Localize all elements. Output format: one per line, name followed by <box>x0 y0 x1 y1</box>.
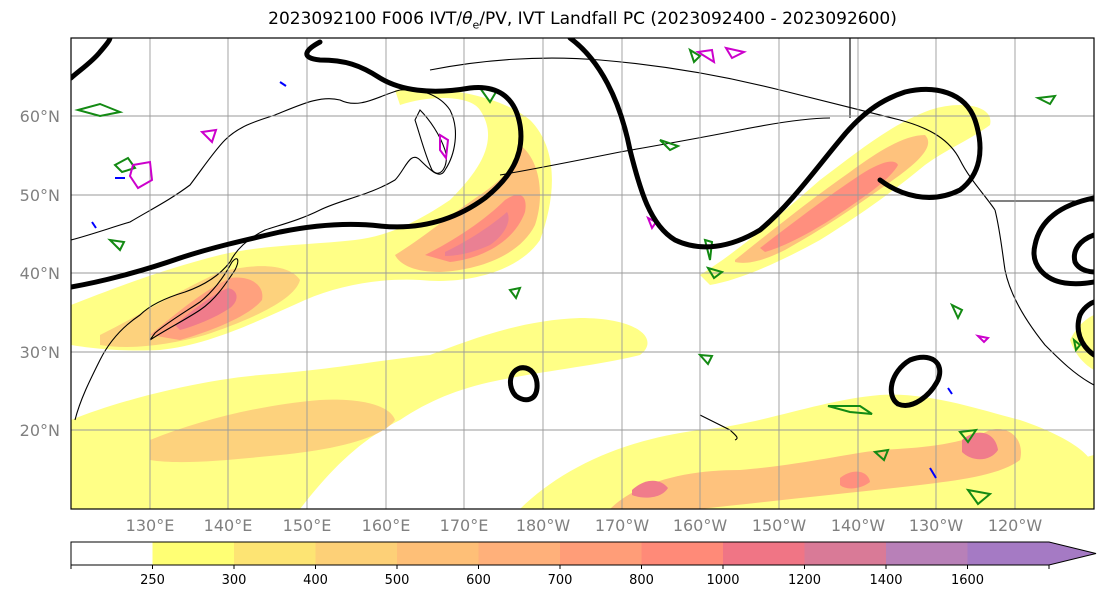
lon-label: 150°W <box>752 516 807 535</box>
pv-contour-loop1 <box>508 365 540 403</box>
lon-label: 150°E <box>283 516 332 535</box>
colorbar-segment <box>152 542 235 565</box>
lon-label: 130°E <box>126 516 175 535</box>
lon-label: 160°E <box>362 516 411 535</box>
lat-label: 30°N <box>20 343 60 362</box>
title-part-2: /PV, IVT Landfall PC (2023092400 - 20230… <box>479 9 897 29</box>
coast-kamchatka <box>414 109 447 174</box>
pv-contour-mid <box>567 38 983 250</box>
colorbar-tick-label: 1200 <box>788 573 821 588</box>
colorbar-segment <box>967 542 1050 565</box>
colorbar-tick-label: 300 <box>222 573 247 588</box>
colorbar: 250 300 400 500 600 700 800 1000 1200 1400 1600 <box>70 541 1097 588</box>
title-part-1: 2023092100 F006 IVT/ <box>268 9 463 29</box>
title-theta-sub: e <box>472 18 480 32</box>
landfall-pc-contours <box>128 46 991 344</box>
colorbar-segment <box>723 542 805 565</box>
pv-contour-east <box>1031 195 1094 287</box>
colorbar-segment <box>315 542 398 565</box>
ivt-band-800-trop-c <box>840 471 870 489</box>
theta-e-negative-contours <box>91 81 953 479</box>
colorbar-tick-label: 800 <box>629 573 654 588</box>
colorbar-tick-label: 700 <box>548 573 573 588</box>
colorbar-tick-label: 400 <box>303 573 328 588</box>
lat-label: 50°N <box>20 186 60 205</box>
lat-label: 20°N <box>20 421 60 440</box>
lat-labels: 60°N 50°N 40°N 30°N 20°N <box>20 107 60 440</box>
colorbar-tick-label: 500 <box>385 573 410 588</box>
pv-contour-west <box>71 38 113 81</box>
title-theta: θ <box>462 9 473 29</box>
ivt-band-400-sub <box>150 399 395 463</box>
lon-label: 130°W <box>909 516 964 535</box>
coast-japan <box>149 258 239 341</box>
colorbar-segment <box>234 542 316 565</box>
colorbar-tick-label: 250 <box>140 573 165 588</box>
lon-label: 170°W <box>595 516 650 535</box>
pv-contour-ca <box>1075 299 1094 358</box>
colorbar-tick-label: 600 <box>466 573 491 588</box>
pv-contours <box>71 38 1094 408</box>
lon-labels: 130°E 140°E 150°E 160°E 170°E 180°W 170°… <box>126 516 1043 535</box>
colorbar-segment <box>397 542 479 565</box>
ivt-band-500-trop <box>610 429 1021 509</box>
coast-alaska <box>429 57 996 211</box>
colorbar-segment <box>71 542 153 565</box>
colorbar-outline <box>70 541 1097 566</box>
colorbar-tick-label: 1600 <box>951 573 984 588</box>
lat-label: 60°N <box>20 107 60 126</box>
ivt-band-1000 <box>175 288 237 330</box>
map-frame <box>70 37 1095 510</box>
lon-label: 170°E <box>440 516 489 535</box>
colorbar-tick-label: 1000 <box>706 573 739 588</box>
colorbar-extend-arrow <box>1049 542 1096 565</box>
colorbar-tick-label: 1400 <box>869 573 902 588</box>
pv-contour-main <box>71 39 524 290</box>
ivt-band-250-east <box>1040 455 1094 509</box>
lon-label: 180°W <box>516 516 571 535</box>
ivt-band-800-central <box>425 194 526 262</box>
ivt-band-800-ne <box>760 161 898 252</box>
colorbar-segment <box>886 542 968 565</box>
ivt-band-250 <box>71 88 552 351</box>
colorbar-segment <box>478 542 561 565</box>
lon-label: 140°W <box>831 516 886 535</box>
ivt-band-800-trop-a <box>632 480 668 498</box>
colorbar-segment <box>560 542 642 565</box>
pv-contour-east2 <box>1071 232 1094 275</box>
lat-label: 40°N <box>20 264 60 283</box>
lon-label: 160°W <box>673 516 728 535</box>
coast-namerica <box>994 209 1094 386</box>
colorbar-segment <box>804 542 887 565</box>
pv-contour-loop2 <box>888 354 943 408</box>
lon-label: 120°W <box>988 516 1043 535</box>
ivt-band-1200-central <box>445 212 509 256</box>
colorbar-segment <box>641 542 724 565</box>
theta-e-contours <box>74 47 1082 506</box>
map-title: 2023092100 F006 IVT/θe/PV, IVT Landfall … <box>0 9 1105 31</box>
lon-label: 140°E <box>204 516 253 535</box>
